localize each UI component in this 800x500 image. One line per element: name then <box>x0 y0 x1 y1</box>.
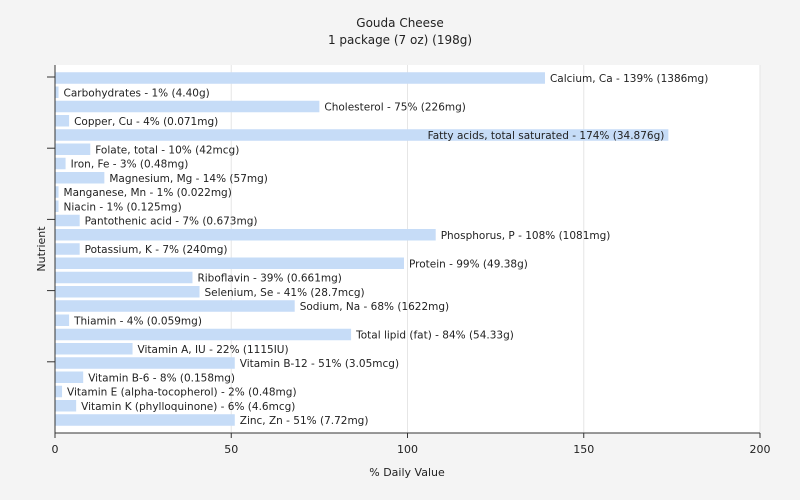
bar-label: Fatty acids, total saturated - 174% (34.… <box>428 130 665 142</box>
x-tick-label: 200 <box>750 443 771 456</box>
x-axis-label: % Daily Value <box>369 466 445 479</box>
bar <box>55 86 59 98</box>
bar-labels: Calcium, Ca - 139% (1386mg) Carbohydrates… <box>64 73 709 427</box>
bar <box>55 143 91 155</box>
bar-label: Magnesium, Mg - 14% (57mg) <box>109 173 268 185</box>
bar-label: Niacin - 1% (0.125mg) <box>64 201 182 213</box>
bar <box>55 414 235 426</box>
bar <box>55 243 80 255</box>
bar-label: Vitamin B-6 - 8% (0.158mg) <box>88 372 235 384</box>
y-axis-label: Nutrient <box>35 226 48 272</box>
bar <box>55 271 193 284</box>
bar <box>55 200 59 212</box>
bar-label: Vitamin A, IU - 22% (1115IU) <box>138 344 289 356</box>
x-tick-label: 100 <box>397 443 418 456</box>
bar-label: Folate, total - 10% (42mcg) <box>95 144 239 156</box>
bar <box>55 257 404 269</box>
bar-label: Pantothenic acid - 7% (0.673mg) <box>85 216 258 228</box>
bar-label: Calcium, Ca - 139% (1386mg) <box>550 73 708 85</box>
bar-label: Manganese, Mn - 1% (0.022mg) <box>64 187 232 199</box>
bar <box>55 129 669 141</box>
bar <box>55 72 545 84</box>
x-axis-ticks: 0 50 100 150 200 <box>52 433 771 456</box>
bar-label: Riboflavin - 39% (0.661mg) <box>197 273 341 285</box>
bar <box>55 100 320 113</box>
bar-label: Phosphorus, P - 108% (1081mg) <box>441 230 611 242</box>
bar <box>55 157 66 170</box>
bar <box>55 286 200 298</box>
bar-label: Iron, Fe - 3% (0.48mg) <box>71 159 189 171</box>
bar <box>55 229 436 241</box>
bar-label: Protein - 99% (49.38g) <box>409 258 528 270</box>
x-tick-label: 50 <box>224 443 238 456</box>
bar <box>55 314 70 326</box>
y-axis-ticks <box>47 76 55 363</box>
bar <box>55 214 80 227</box>
x-tick-label: 150 <box>573 443 594 456</box>
bar-label: Cholesterol - 75% (226mg) <box>324 102 466 114</box>
bars <box>55 72 669 426</box>
bar-label: Potassium, K - 7% (240mg) <box>85 244 228 256</box>
bar <box>55 300 295 312</box>
bar <box>55 172 105 184</box>
chart-subtitle: 1 package (7 oz) (198g) <box>328 33 472 47</box>
bar-label: Vitamin B-12 - 51% (3.05mcg) <box>240 358 399 370</box>
chart-title: Gouda Cheese <box>356 16 443 30</box>
bar <box>55 385 63 398</box>
bar-label: Vitamin E (alpha-tocopherol) - 2% (0.48m… <box>67 387 296 399</box>
bar-label: Carbohydrates - 1% (4.40g) <box>64 87 210 99</box>
x-tick-label: 0 <box>52 443 59 456</box>
bar-label: Copper, Cu - 4% (0.071mg) <box>74 116 218 128</box>
bar <box>55 186 59 198</box>
grid-lines <box>230 65 761 433</box>
bar-label: Selenium, Se - 41% (28.7mcg) <box>205 287 365 299</box>
bar-label: Vitamin K (phylloquinone) - 6% (4.6mcg) <box>81 401 295 413</box>
bar <box>55 371 84 383</box>
bar <box>55 328 352 341</box>
bar-label: Total lipid (fat) - 84% (54.33g) <box>355 330 514 342</box>
bar <box>55 357 235 369</box>
bar-label: Zinc, Zn - 51% (7.72mg) <box>240 415 369 427</box>
bar-label: Sodium, Na - 68% (1622mg) <box>300 301 449 313</box>
bar-label: Thiamin - 4% (0.059mg) <box>73 315 202 327</box>
bar <box>55 400 77 412</box>
bar <box>55 343 133 355</box>
bar <box>55 115 70 127</box>
